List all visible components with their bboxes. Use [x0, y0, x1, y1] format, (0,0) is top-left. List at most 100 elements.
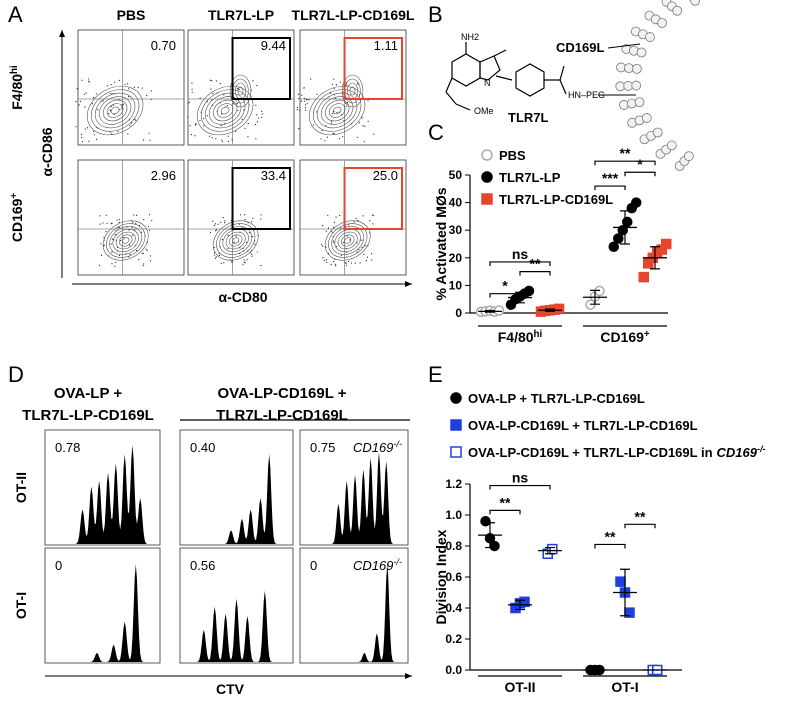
event-dot	[260, 218, 262, 220]
contour	[216, 223, 256, 258]
event-dot	[80, 133, 83, 136]
event-dot	[99, 223, 101, 225]
y-tick-label: 1.2	[445, 477, 462, 491]
b-pointer	[607, 43, 641, 49]
event-dot	[195, 124, 197, 126]
event-dot	[262, 113, 264, 115]
contour	[212, 99, 238, 122]
contour	[334, 228, 361, 253]
x-tick-label: CD169+	[600, 329, 650, 346]
event-dot	[361, 117, 363, 119]
gate-value: 33.4	[261, 168, 286, 183]
event-dot	[261, 110, 263, 113]
data-point	[615, 576, 626, 587]
event-dot	[330, 263, 332, 266]
event-dot	[227, 248, 229, 250]
data-point	[638, 271, 649, 283]
plot-frame	[77, 159, 185, 276]
event-dot	[321, 129, 323, 132]
event-dot	[254, 123, 257, 126]
event-dot	[338, 137, 340, 140]
event-dot	[244, 218, 246, 221]
significance-label: **	[500, 494, 511, 510]
knockout-label-part: -/-	[393, 439, 402, 449]
event-dot	[123, 236, 125, 239]
event-dot	[371, 214, 373, 216]
event-dot	[363, 141, 365, 143]
event-dot	[221, 140, 224, 143]
contour	[340, 234, 355, 247]
event-dot	[251, 255, 253, 257]
significance-bracket	[489, 509, 521, 515]
event-dot	[354, 262, 356, 264]
event-dot	[131, 226, 133, 229]
lipid	[672, 5, 683, 16]
row-label-part: +	[9, 193, 20, 199]
event-dot	[212, 92, 214, 95]
contour	[118, 234, 133, 247]
event-dot	[326, 261, 328, 263]
event-dot	[105, 214, 107, 216]
legend-marker	[450, 419, 462, 431]
gate-value: 9.44	[261, 38, 286, 53]
event-dot	[256, 251, 258, 253]
plot-frame	[77, 29, 185, 146]
event-dot	[128, 96, 130, 98]
error-bar	[545, 308, 555, 312]
event-dot	[335, 263, 337, 265]
row-label: F4/80hi	[9, 65, 26, 110]
event-dot	[247, 136, 249, 138]
y-tick-label: 1.0	[445, 508, 462, 522]
event-dot	[132, 221, 134, 223]
event-dot	[75, 101, 77, 103]
event-dot	[300, 100, 303, 102]
error-bar	[590, 289, 600, 305]
legend-label-part: -/-	[757, 444, 766, 454]
event-dot	[327, 227, 330, 229]
event-dot	[96, 109, 99, 111]
plot-frame	[44, 547, 161, 664]
event-dot	[203, 125, 205, 127]
event-dot	[356, 251, 358, 253]
histogram	[47, 564, 158, 662]
event-dot	[146, 95, 148, 97]
event-dot	[361, 246, 363, 249]
event-dot	[134, 118, 136, 120]
event-dot	[213, 225, 215, 227]
event-dot	[95, 138, 98, 140]
contour	[349, 86, 356, 96]
event-dot	[217, 223, 219, 225]
lipid	[666, 140, 677, 151]
event-dot	[367, 100, 369, 102]
contour	[216, 103, 234, 118]
legend-marker	[450, 446, 462, 458]
event-dot	[224, 222, 226, 224]
y-tick-label: 0.4	[445, 601, 462, 615]
data-point	[613, 233, 624, 244]
x-axis-arrow-head	[405, 673, 412, 679]
legend-label-part: OVA-LP + TLR7L-LP-CD169L	[468, 391, 645, 406]
lipid	[690, 0, 701, 6]
y-tick-label: 0.8	[445, 539, 462, 553]
event-dot	[325, 125, 327, 127]
structure-label: HN–PEG	[568, 90, 605, 100]
data-point	[489, 540, 500, 552]
event-dot	[233, 241, 235, 243]
x-axis-arrow-head	[405, 281, 412, 287]
event-dot	[251, 253, 253, 255]
event-dot	[305, 109, 307, 111]
contour	[328, 103, 346, 118]
event-dot	[211, 137, 213, 139]
percent-divided: 0	[55, 558, 62, 573]
event-dot	[257, 117, 260, 119]
event-dot	[255, 114, 258, 116]
y-tick-label: 50	[449, 168, 463, 182]
event-dot	[108, 113, 110, 115]
event-dot	[372, 214, 375, 217]
event-dot	[355, 217, 357, 220]
event-dot	[359, 262, 361, 264]
event-dot	[224, 220, 226, 222]
event-dot	[84, 106, 86, 108]
event-dot	[214, 223, 217, 225]
panel-label: A	[8, 2, 23, 27]
